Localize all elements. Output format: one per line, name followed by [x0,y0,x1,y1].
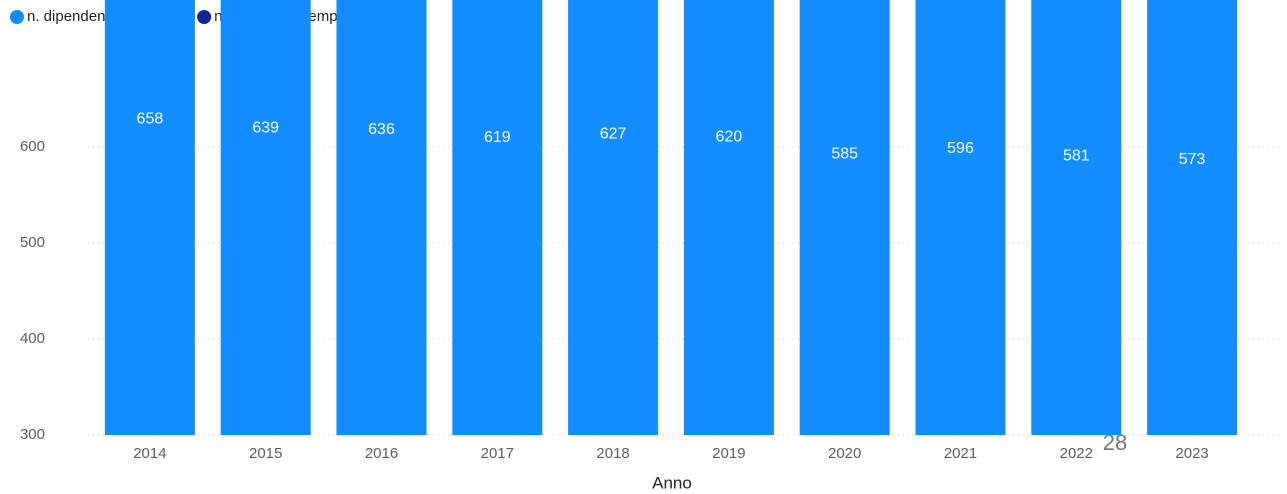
data-label: 636 [368,121,395,138]
x-tick-label: 2020 [828,445,861,462]
bar-segment [1031,0,1122,436]
x-tick-label: 2019 [712,445,745,462]
bar-segment [220,0,311,435]
bar-segment [683,0,774,436]
data-label: 585 [831,145,858,162]
data-label: 581 [1063,147,1090,164]
bar-segment [568,0,659,435]
x-tick-label: 2021 [944,445,977,462]
data-label: 596 [947,140,974,157]
data-label: 639 [252,119,279,136]
bar-segment [336,0,427,435]
x-tick-label: 2014 [133,445,166,462]
y-tick-label: 400 [20,330,45,347]
data-label: 620 [716,129,743,146]
x-tick-label: 2018 [596,445,629,462]
x-tick-label: 2022 [1060,445,1093,462]
data-label: 619 [484,129,511,146]
legend-marker [197,10,212,24]
data-label: 658 [137,110,164,127]
y-tick-label: 300 [20,426,45,443]
y-tick-label: 600 [20,138,45,155]
data-label: 573 [1179,151,1206,168]
bar-segment [104,0,195,435]
bar-segment [452,0,543,435]
bar-segment [915,0,1006,435]
x-tick-label: 2017 [481,445,514,462]
x-axis-label: Anno [652,473,692,492]
x-tick-label: 2015 [249,445,282,462]
bar-segment [799,0,890,435]
x-tick-label: 2023 [1175,445,1208,462]
y-tick-label: 500 [20,234,45,251]
x-tick-label: 2016 [365,445,398,462]
bar-segment [1147,0,1238,436]
legend-marker [10,10,24,24]
data-label: 627 [600,125,627,142]
